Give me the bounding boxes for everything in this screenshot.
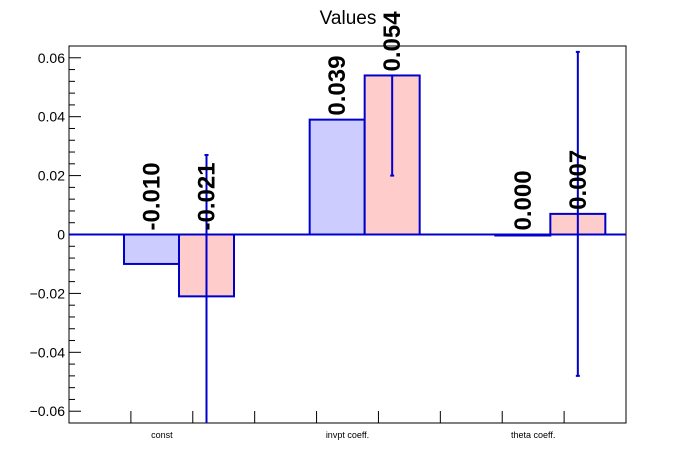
data-labels: -0.010 0.039 0.000 -0.021 0.054 0.007 xyxy=(139,11,592,231)
y-tick-label: 0 xyxy=(57,227,65,243)
x-category-label: theta coeff. xyxy=(511,430,555,440)
bar xyxy=(308,118,366,236)
y-tick-label: 0.02 xyxy=(38,168,65,184)
data-label: 0.000 xyxy=(510,170,537,230)
x-axis: const invpt coeff. theta coeff. xyxy=(130,411,565,440)
y-axis: 0.06 0.04 0.02 0 −0.02 −0.04 −0.06 xyxy=(30,50,81,419)
y-tick-label: −0.02 xyxy=(30,285,66,301)
x-category-label: const xyxy=(151,430,173,440)
data-label: 0.039 xyxy=(324,56,351,116)
data-label: -0.021 xyxy=(194,162,221,230)
error-bars xyxy=(204,50,580,423)
y-tick-label: −0.04 xyxy=(30,344,66,360)
data-label: 0.054 xyxy=(379,11,406,72)
y-tick-label: −0.06 xyxy=(30,403,66,419)
chart-title: Values xyxy=(320,8,377,29)
data-label: -0.010 xyxy=(139,162,166,230)
bar xyxy=(123,233,180,265)
y-tick-label: 0.06 xyxy=(38,50,65,66)
data-label: 0.007 xyxy=(565,150,592,210)
y-tick-label: 0.04 xyxy=(38,109,65,125)
x-category-label: invpt coeff. xyxy=(326,430,369,440)
